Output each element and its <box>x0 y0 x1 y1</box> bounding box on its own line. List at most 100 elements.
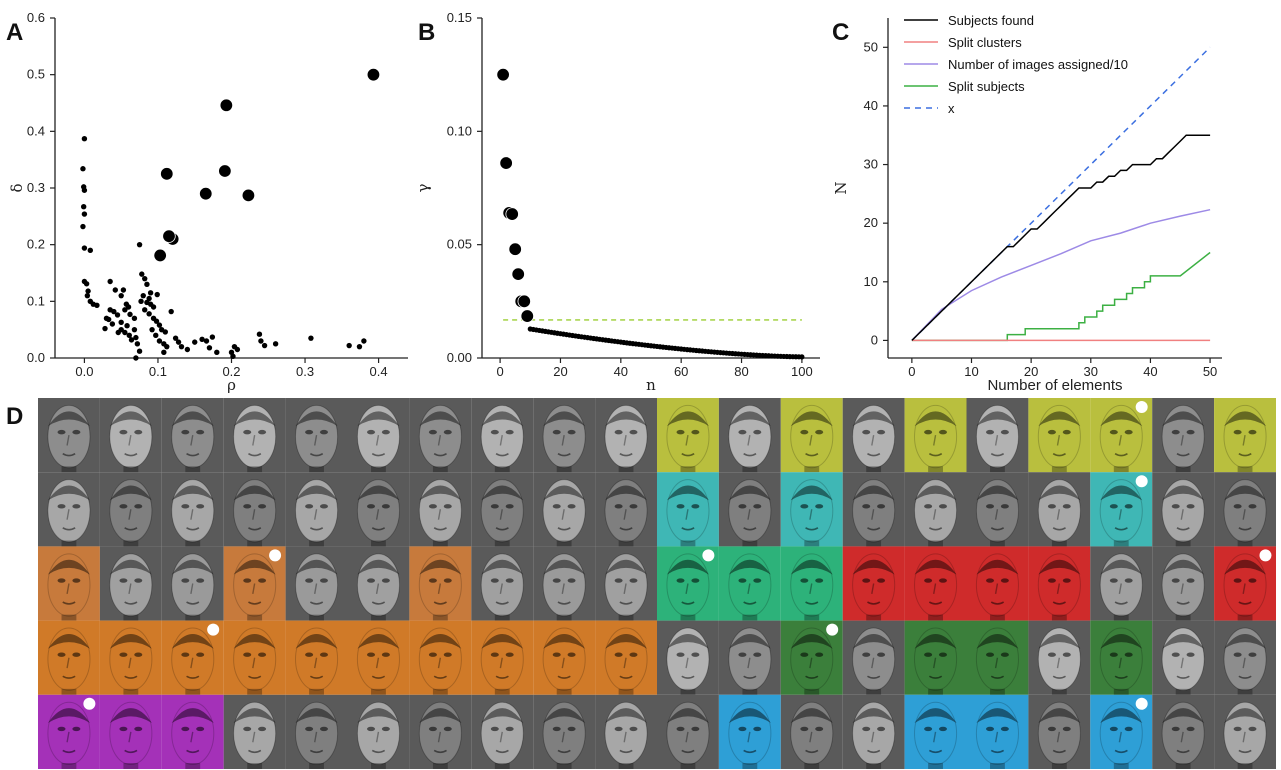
face-neck <box>1175 466 1191 473</box>
face-eye-left <box>367 726 376 732</box>
face-eye-left <box>552 652 561 657</box>
face-oval <box>852 479 896 543</box>
data-point-small <box>133 334 139 341</box>
face-neck <box>309 540 324 547</box>
face-hair <box>171 708 214 723</box>
face-eye-right <box>1248 429 1257 435</box>
face-mouth <box>990 675 1005 679</box>
face-oval <box>418 627 462 691</box>
face-image <box>533 620 596 695</box>
face-nose <box>66 657 70 669</box>
face-mouth <box>1114 527 1128 531</box>
face-eye-left <box>1171 504 1180 509</box>
face-image <box>657 620 719 695</box>
face-eye-right <box>134 578 143 583</box>
face-oval <box>418 479 462 543</box>
face-eye-left <box>119 726 128 732</box>
face-hair <box>1162 485 1205 501</box>
face-nose <box>1242 657 1246 669</box>
face-nose <box>933 434 937 446</box>
data-point-small <box>230 353 236 359</box>
face-eye-right <box>196 504 205 509</box>
face-oval <box>728 404 772 469</box>
face-eye-left <box>181 652 190 657</box>
face-eye-left <box>924 504 933 509</box>
face-mouth <box>371 452 386 457</box>
face-oval <box>47 627 91 691</box>
face-neck <box>556 540 572 547</box>
face-oval <box>852 404 896 469</box>
face-eye-left <box>676 652 685 657</box>
face-mouth <box>495 675 509 679</box>
face-image <box>1214 398 1276 473</box>
face-hair <box>666 708 709 723</box>
face-hair <box>1162 708 1205 723</box>
face-eye-right <box>753 726 762 732</box>
face-hair <box>976 559 1019 575</box>
face-mouth <box>805 527 819 531</box>
face-eye-left <box>614 726 623 732</box>
face-image <box>161 398 224 473</box>
series-line <box>911 251 1211 342</box>
face-neck <box>1175 763 1191 769</box>
face-oval <box>914 479 958 543</box>
data-point-small <box>146 295 152 302</box>
face-eye-right <box>258 429 267 435</box>
face-hair <box>171 411 214 427</box>
face-image <box>533 472 596 547</box>
face-neck <box>680 688 696 695</box>
panel-letter-c: C <box>832 19 849 46</box>
face-hair <box>481 559 524 575</box>
face-hair <box>728 411 771 427</box>
face-hair <box>357 485 400 501</box>
face-oval <box>109 404 153 469</box>
face-image <box>904 694 967 769</box>
face-image <box>966 546 1029 621</box>
face-oval <box>356 553 400 617</box>
face-eye-right <box>443 504 452 509</box>
face-nose <box>747 434 751 446</box>
face-eye-right <box>629 726 638 732</box>
face-hair <box>1100 485 1143 501</box>
face-mouth <box>433 452 447 457</box>
face-oval <box>1161 479 1205 543</box>
data-point-large <box>366 67 381 82</box>
face-image <box>657 546 719 621</box>
cluster-center-marker <box>1135 401 1148 413</box>
face-nose <box>685 731 689 743</box>
face-image <box>223 546 286 621</box>
face-neck <box>247 466 263 473</box>
face-neck <box>309 614 324 621</box>
face-nose <box>314 657 318 669</box>
face-oval <box>790 553 834 617</box>
face-eye-left <box>181 429 190 435</box>
face-image <box>38 472 100 547</box>
x-tick-label: 0.2 <box>222 364 240 379</box>
face-eye-right <box>1062 504 1071 509</box>
face-oval <box>604 479 648 543</box>
face-hair <box>1224 633 1267 649</box>
face-eye-right <box>567 504 576 509</box>
face-neck <box>247 540 263 547</box>
face-neck <box>185 540 201 547</box>
data-point-small <box>122 329 128 336</box>
face-nose <box>499 583 503 595</box>
face-neck <box>742 614 758 621</box>
face-hair <box>790 485 833 501</box>
data-point-large <box>199 186 213 201</box>
face-eye-left <box>676 504 685 509</box>
face-oval <box>171 701 215 766</box>
face-oval <box>790 404 834 469</box>
face-eye-left <box>800 578 809 583</box>
face-eye-right <box>1248 578 1257 583</box>
face-mouth <box>928 601 943 605</box>
face-hair <box>1224 485 1267 501</box>
face-hair <box>295 485 338 501</box>
face-hair <box>605 559 648 575</box>
data-point-small <box>161 349 167 356</box>
face-neck <box>371 688 386 695</box>
face-nose <box>933 509 937 520</box>
face-mouth <box>1238 452 1252 457</box>
data-point-small <box>87 247 94 254</box>
face-nose <box>933 731 937 743</box>
